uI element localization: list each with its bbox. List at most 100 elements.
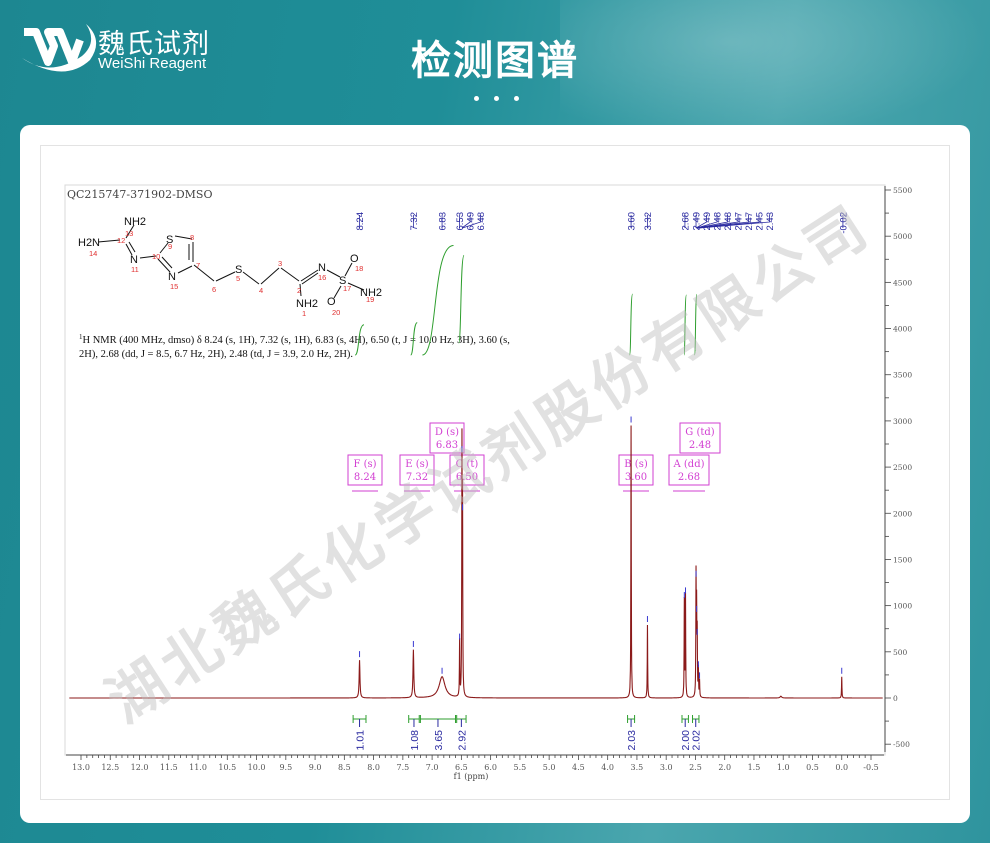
peak-label: 2.43 xyxy=(699,212,776,231)
peak-label: 2.49 xyxy=(692,212,703,231)
peak-label-leader xyxy=(461,215,471,229)
multiplet-box: F (s) 8.24 xyxy=(347,454,383,492)
structure-bond xyxy=(161,256,173,269)
structure-atom-number: 9 xyxy=(168,242,172,251)
y-tick-label: 1000 xyxy=(893,602,912,611)
structure-atom: S xyxy=(166,234,173,246)
integral-bar: 1.08 xyxy=(408,715,421,751)
peak-label-text: 6.49 xyxy=(466,212,477,231)
structure-bond xyxy=(326,269,341,278)
peak-label: 6.49 xyxy=(461,212,477,231)
structure-atom-number: 14 xyxy=(89,249,97,258)
multiplet-shift: 2.48 xyxy=(689,440,711,451)
peak-label-leader xyxy=(696,215,718,229)
x-tick-label: 1.5 xyxy=(748,763,761,772)
x-tick-label: 8.0 xyxy=(367,763,380,772)
structure-atom-number: 18 xyxy=(355,264,363,273)
multiplet-name: E (s) xyxy=(405,459,429,470)
integral-bar: 3.65 xyxy=(419,715,457,751)
peak-label-leader xyxy=(697,215,739,229)
integral-value: 2.03 xyxy=(626,730,638,751)
structure-atom: H2N xyxy=(78,237,100,249)
peak-label-leader xyxy=(462,215,482,229)
structure-bond xyxy=(193,264,215,282)
peak-label-text: 2.49 xyxy=(702,212,713,231)
structure-atom-number: 20 xyxy=(332,308,340,317)
y-tick-label: 5000 xyxy=(893,232,912,241)
multiplet-shift: 6.50 xyxy=(456,472,478,483)
y-tick-label: 2500 xyxy=(893,463,912,472)
structure-atom-number: 7 xyxy=(196,261,200,270)
peak-label-text: 2.45 xyxy=(755,212,766,231)
integral-curve xyxy=(410,322,418,356)
structure-bond xyxy=(347,282,365,291)
peak-label-text: 2.68 xyxy=(680,212,691,231)
integral-value: 2.92 xyxy=(456,730,468,751)
structure-atom-number: 11 xyxy=(131,265,139,274)
structure-atom: O xyxy=(350,253,359,265)
peak-label-text: 6.48 xyxy=(476,212,487,231)
title-dots xyxy=(474,96,519,101)
structure-atom-number: 1 xyxy=(302,309,306,318)
peak-label: 2.47 xyxy=(697,212,755,231)
nmr-description-text-1: H NMR (400 MHz, dmso) δ 8.24 (s, 1H), 7.… xyxy=(83,335,510,346)
peak-label-text: 6.53 xyxy=(455,212,466,231)
nmr-description-line1: 1H NMR (400 MHz, dmso) δ 8.24 (s, 1H), 7… xyxy=(79,333,510,346)
integral-curves xyxy=(354,245,698,356)
structure-bond xyxy=(125,243,133,256)
structure-atom: S xyxy=(235,264,242,276)
y-tick-label: 5500 xyxy=(893,186,912,195)
structure-atom-number: 4 xyxy=(259,286,263,295)
x-tick-label: 4.0 xyxy=(601,763,614,772)
header-background-glow xyxy=(560,0,990,140)
integral-value: 3.65 xyxy=(433,730,445,751)
spectrum-line xyxy=(69,425,883,699)
peak-label: 2.47 xyxy=(697,212,745,231)
x-tick-label: 8.5 xyxy=(338,763,351,772)
x-tick-label: 7.0 xyxy=(426,763,439,772)
integral-bar: 2.00 xyxy=(680,715,692,750)
multiplet-shift: 3.60 xyxy=(625,472,647,483)
peak-labels: 8.24 7.32 6.83 6.53 6.49 6.48 3.60 3.32 2.68 2.49… xyxy=(355,212,849,234)
x-tick-label: 3.0 xyxy=(660,763,673,772)
structure-bond xyxy=(174,235,193,240)
y-tick-label: 3500 xyxy=(893,371,912,380)
multiplet-shift: 6.83 xyxy=(436,440,458,451)
structure-atom-number: 3 xyxy=(278,259,282,268)
multiplet-box: C (t) 6.50 xyxy=(449,454,485,492)
x-tick-label: 11.5 xyxy=(160,763,178,772)
integral-bar: 2.03 xyxy=(626,715,638,750)
structure-bond xyxy=(177,265,193,274)
peak-label: 6.83 xyxy=(438,212,449,231)
peak-label-text: 2.48 xyxy=(713,212,724,231)
peak-label: 3.60 xyxy=(627,212,638,231)
peak-label-leader xyxy=(697,215,749,229)
structure-atom-number: 10 xyxy=(152,252,160,261)
structure-atom: N xyxy=(168,271,176,283)
structure-atom: N xyxy=(318,262,326,274)
structure-bond xyxy=(333,285,342,299)
structure-bond xyxy=(125,224,135,239)
structure-bond xyxy=(300,269,319,282)
integral-curve xyxy=(354,324,365,356)
peak-label-leader xyxy=(699,215,770,229)
x-axis-label: f1 (ppm) xyxy=(454,772,489,781)
peak-label: 7.32 xyxy=(409,212,420,231)
multiplet-box: E (s) 7.32 xyxy=(399,454,435,492)
multiplet-box: D (s) 6.83 xyxy=(429,422,465,454)
structure-atom-number: 6 xyxy=(212,285,216,294)
x-tick-label: 5.5 xyxy=(514,763,527,772)
integral-value: 2.02 xyxy=(691,730,703,751)
brand-name-en: WeiShi Reagent xyxy=(98,55,207,72)
peak-label-leader xyxy=(696,215,728,229)
structure-atom-number: 12 xyxy=(117,236,125,245)
structure-bond xyxy=(139,255,157,259)
peak-label: 3.32 xyxy=(643,212,654,231)
page-title: 检测图谱 xyxy=(411,38,579,84)
multiplet-name: B (s) xyxy=(624,459,648,470)
peak-label-text: 2.47 xyxy=(734,212,745,231)
structure-bond xyxy=(301,272,319,285)
y-tick-label: 4000 xyxy=(893,325,912,334)
integral-value: 1.08 xyxy=(409,730,421,751)
structure-atom: O xyxy=(327,296,336,308)
